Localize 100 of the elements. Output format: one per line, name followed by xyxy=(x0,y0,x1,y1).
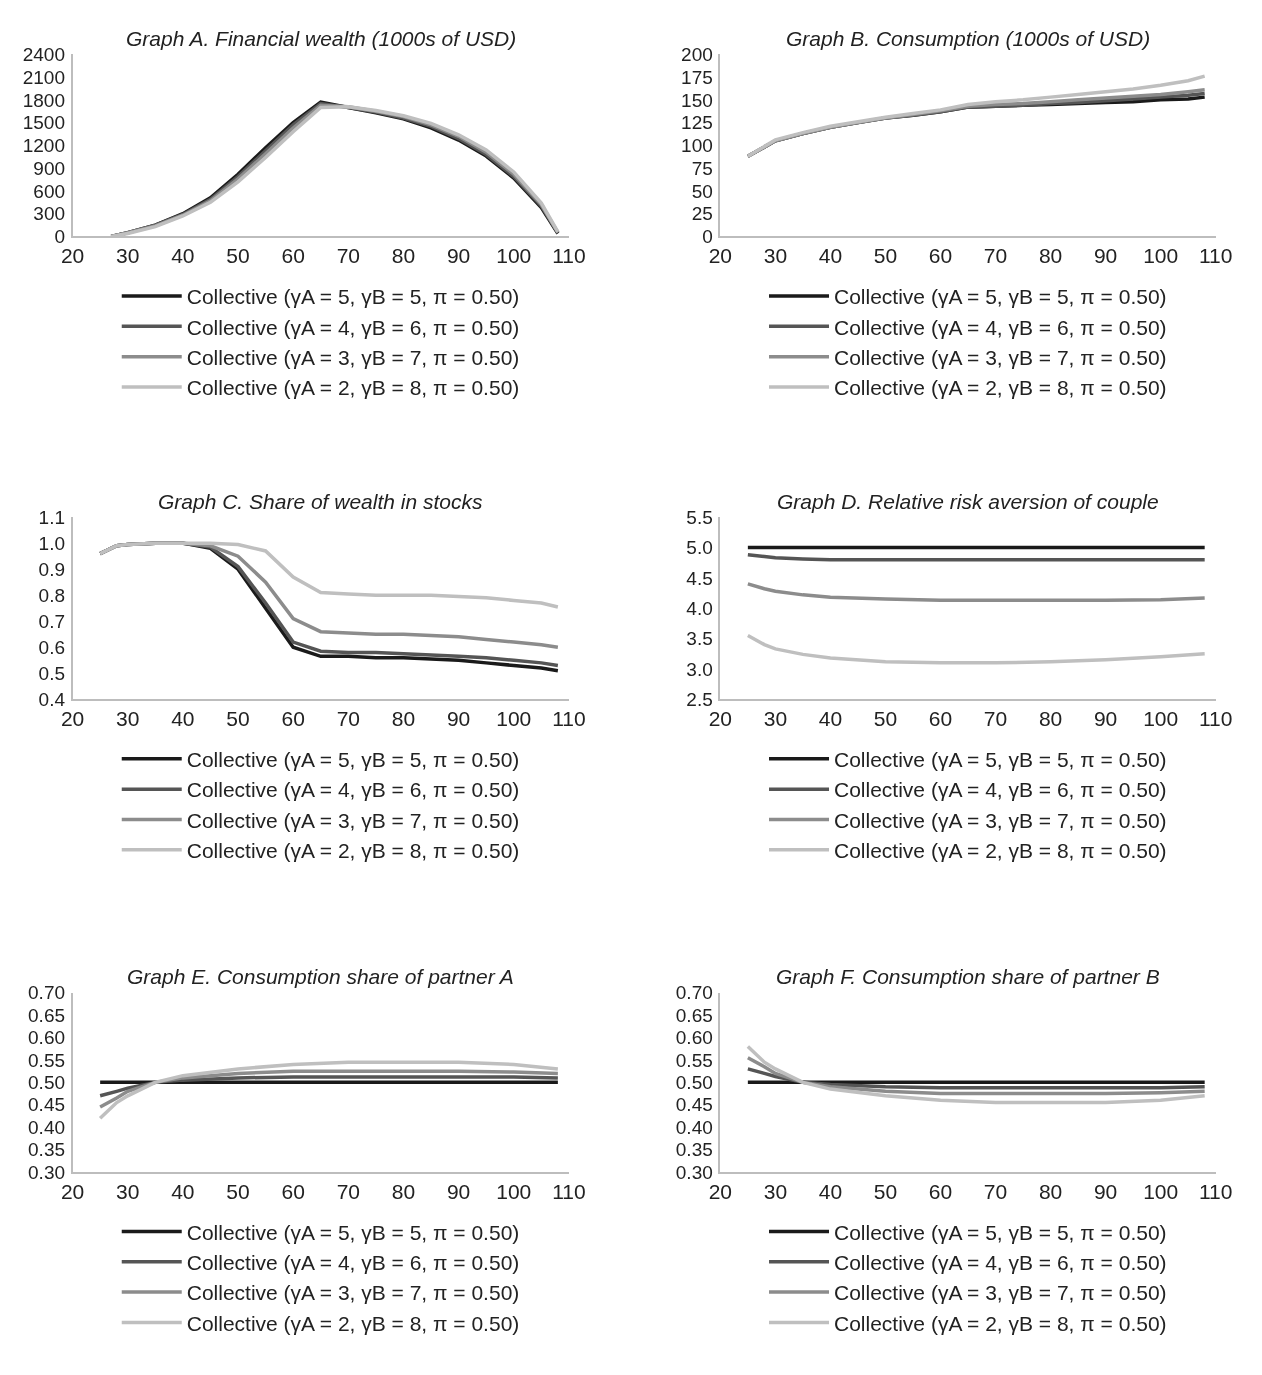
y-tick-label: 0.55 xyxy=(28,1049,66,1071)
x-tick-label: 80 xyxy=(1038,244,1063,268)
x-tick-label: 100 xyxy=(1143,707,1179,731)
x-tick-label: 100 xyxy=(1143,1179,1179,1203)
y-tick-label: 0.50 xyxy=(28,1072,66,1094)
y-tick-label: 0.5 xyxy=(38,662,66,684)
x-tick-label: 110 xyxy=(1198,707,1233,731)
x-tick-label: 110 xyxy=(552,707,586,731)
x-tick-label: 100 xyxy=(496,1179,532,1203)
legend-label: Collective (γA = 2, γB = 8, π = 0.50) xyxy=(186,838,520,862)
y-tick-label: 5.5 xyxy=(686,506,713,528)
y-tick-label: 75 xyxy=(691,157,713,179)
y-tick-label: 0.70 xyxy=(675,982,713,1004)
y-tick-label: 0.4 xyxy=(38,688,66,710)
x-tick-label: 40 xyxy=(171,707,195,731)
x-tick-label: 40 xyxy=(171,1179,195,1203)
x-tick-label: 80 xyxy=(1038,1179,1063,1203)
y-tick-label: 4.5 xyxy=(686,567,713,589)
y-tick-label: 1800 xyxy=(22,89,66,111)
x-tick-label: 20 xyxy=(708,707,733,731)
chart-title: Graph E. Consumption share of partner A xyxy=(127,965,514,988)
x-tick-label: 70 xyxy=(983,244,1008,268)
x-tick-label: 70 xyxy=(336,1179,360,1203)
x-tick-label: 40 xyxy=(171,244,195,268)
legend-label: Collective (γA = 5, γB = 5, π = 0.50) xyxy=(186,285,520,309)
y-tick-label: 200 xyxy=(681,43,713,65)
x-tick-label: 80 xyxy=(1038,707,1063,731)
x-tick-label: 40 xyxy=(818,707,843,731)
x-tick-label: 100 xyxy=(1143,244,1179,268)
x-tick-label: 90 xyxy=(1093,707,1118,731)
y-tick-label: 1500 xyxy=(22,112,66,134)
y-tick-label: 0.65 xyxy=(28,1004,66,1026)
y-tick-label: 0.45 xyxy=(675,1094,713,1116)
x-tick-label: 80 xyxy=(391,1179,416,1203)
legend-label: Collective (γA = 3, γB = 7, π = 0.50) xyxy=(834,808,1167,832)
legend-label: Collective (γA = 3, γB = 7, π = 0.50) xyxy=(186,808,520,832)
x-tick-label: 40 xyxy=(818,244,843,268)
x-tick-label: 50 xyxy=(873,1179,898,1203)
x-tick-label: 70 xyxy=(983,1179,1008,1203)
legend-label: Collective (γA = 3, γB = 7, π = 0.50) xyxy=(186,345,520,369)
x-tick-label: 20 xyxy=(60,707,85,731)
y-tick-label: 900 xyxy=(33,157,66,179)
legend-label: Collective (γA = 4, γB = 6, π = 0.50) xyxy=(834,315,1167,339)
chart-title: Graph C. Share of wealth in stocks xyxy=(158,490,483,513)
legend-label: Collective (γA = 4, γB = 6, π = 0.50) xyxy=(834,778,1167,802)
x-tick-label: 50 xyxy=(226,244,250,268)
y-tick-label: 600 xyxy=(33,180,66,202)
y-tick-label: 0.60 xyxy=(28,1027,66,1049)
x-tick-label: 90 xyxy=(446,244,471,268)
y-tick-label: 0.6 xyxy=(38,636,66,658)
x-tick-label: 40 xyxy=(818,1179,843,1203)
x-tick-label: 110 xyxy=(552,244,586,268)
x-tick-label: 70 xyxy=(336,244,360,268)
y-tick-label: 1.1 xyxy=(38,506,66,528)
x-tick-label: 90 xyxy=(446,1179,471,1203)
y-tick-label: 25 xyxy=(691,203,713,225)
y-tick-label: 0.55 xyxy=(675,1049,713,1071)
x-tick-label: 30 xyxy=(763,244,788,268)
y-tick-label: 100 xyxy=(681,135,713,157)
x-tick-label: 50 xyxy=(873,707,898,731)
legend-label: Collective (γA = 2, γB = 8, π = 0.50) xyxy=(834,376,1167,400)
y-tick-label: 0.60 xyxy=(675,1027,713,1049)
y-tick-label: 0.40 xyxy=(28,1116,66,1138)
x-tick-label: 90 xyxy=(1093,1179,1118,1203)
legend-label: Collective (γA = 5, γB = 5, π = 0.50) xyxy=(186,1220,520,1244)
y-tick-label: 0.9 xyxy=(38,558,66,580)
x-tick-label: 30 xyxy=(763,1179,788,1203)
x-tick-label: 110 xyxy=(1198,244,1233,268)
x-tick-label: 50 xyxy=(873,244,898,268)
legend-label: Collective (γA = 5, γB = 5, π = 0.50) xyxy=(186,748,520,772)
legend-label: Collective (γA = 2, γB = 8, π = 0.50) xyxy=(186,376,520,400)
y-tick-label: 5.0 xyxy=(686,537,713,559)
x-tick-label: 80 xyxy=(391,244,416,268)
x-tick-label: 110 xyxy=(1198,1179,1233,1203)
y-tick-label: 0.35 xyxy=(675,1139,713,1161)
x-tick-label: 70 xyxy=(336,707,360,731)
y-tick-label: 50 xyxy=(691,180,713,202)
y-tick-label: 3.5 xyxy=(686,628,713,650)
legend-label: Collective (γA = 4, γB = 6, π = 0.50) xyxy=(186,778,520,802)
y-tick-label: 125 xyxy=(681,112,713,134)
x-tick-label: 30 xyxy=(763,707,788,731)
legend-label: Collective (γA = 5, γB = 5, π = 0.50) xyxy=(834,748,1167,772)
legend-label: Collective (γA = 2, γB = 8, π = 0.50) xyxy=(834,838,1167,862)
legend-label: Collective (γA = 4, γB = 6, π = 0.50) xyxy=(186,315,520,339)
x-tick-label: 50 xyxy=(226,707,250,731)
legend-label: Collective (γA = 2, γB = 8, π = 0.50) xyxy=(834,1311,1167,1335)
y-tick-label: 0.35 xyxy=(28,1139,66,1161)
legend-label: Collective (γA = 3, γB = 7, π = 0.50) xyxy=(834,1281,1167,1305)
x-tick-label: 100 xyxy=(496,244,532,268)
y-tick-label: 4.0 xyxy=(686,597,713,619)
legend-label: Collective (γA = 3, γB = 7, π = 0.50) xyxy=(186,1281,520,1305)
chart-title: Graph B. Consumption (1000s of USD) xyxy=(786,27,1151,50)
y-tick-label: 3.0 xyxy=(686,658,713,680)
y-tick-label: 2400 xyxy=(22,43,66,65)
y-tick-label: 300 xyxy=(33,203,66,225)
x-tick-label: 30 xyxy=(116,1179,140,1203)
legend-label: Collective (γA = 2, γB = 8, π = 0.50) xyxy=(186,1311,520,1335)
x-tick-label: 60 xyxy=(928,707,953,731)
y-tick-label: 0.65 xyxy=(675,1004,713,1026)
chart-title: Graph F. Consumption share of partner B xyxy=(776,965,1160,988)
